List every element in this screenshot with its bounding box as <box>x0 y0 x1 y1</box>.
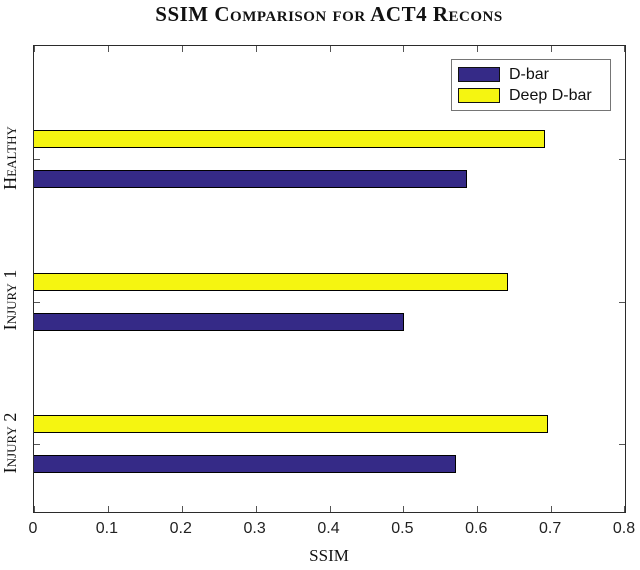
x-tick-mark <box>624 46 625 52</box>
plot-area <box>33 45 626 513</box>
legend-box: D-bar Deep D-bar <box>451 59 611 111</box>
x-tick-mark <box>34 506 35 512</box>
x-tick-mark <box>255 46 257 52</box>
x-tick-mark <box>477 506 479 512</box>
x-axis-label: SSIM <box>309 546 349 565</box>
bar-deep-d-bar-injury-2 <box>34 415 549 433</box>
x-tick-mark <box>551 46 553 52</box>
y-category-label-healthy: Healthy <box>0 126 20 190</box>
y-tick-mark <box>34 444 40 445</box>
x-tick-mark <box>107 506 109 512</box>
bar-d-bar-injury-1 <box>34 312 405 331</box>
y-category-label-injury-1: Injury 1 <box>0 269 20 331</box>
y-tick-mark <box>619 301 625 303</box>
chart-title: SSIM Comparison for ACT4 Recons <box>155 2 503 26</box>
legend-entry-d-bar: D-bar <box>458 65 604 85</box>
y-category-label-injury-2: Injury 2 <box>0 412 20 474</box>
x-tick-label: 0.6 <box>465 520 488 537</box>
x-tick-label: 0.1 <box>95 520 118 537</box>
bar-d-bar-healthy <box>34 170 468 188</box>
x-tick-label: 0 <box>28 520 38 537</box>
x-tick-mark <box>107 46 109 52</box>
x-tick-mark <box>329 506 331 512</box>
x-tick-label: 0.3 <box>243 520 266 537</box>
y-tick-mark <box>34 159 40 160</box>
legend-entry-deep-d-bar: Deep D-bar <box>458 86 604 106</box>
legend-swatch-deep-d-bar <box>458 88 500 103</box>
x-tick-mark <box>403 506 405 512</box>
legend-label-deep-d-bar: Deep D-bar <box>509 86 592 104</box>
bar-deep-d-bar-healthy <box>34 130 545 148</box>
x-tick-mark <box>551 506 553 512</box>
x-tick-mark <box>181 46 183 52</box>
x-tick-mark <box>329 46 331 52</box>
x-tick-mark <box>34 46 35 52</box>
x-tick-label: 0.5 <box>391 520 414 537</box>
legend-swatch-d-bar <box>458 67 500 82</box>
x-tick-mark <box>624 506 625 512</box>
y-tick-mark <box>34 301 40 303</box>
x-tick-mark <box>181 506 183 512</box>
x-tick-label: 0.2 <box>169 520 192 537</box>
legend-label-d-bar: D-bar <box>509 65 550 83</box>
y-tick-mark <box>619 159 625 160</box>
y-tick-mark <box>619 444 625 445</box>
x-tick-label: 0.7 <box>539 520 562 537</box>
bar-d-bar-injury-2 <box>34 455 457 473</box>
x-tick-label: 0.4 <box>317 520 340 537</box>
x-tick-label: 0.8 <box>612 520 636 537</box>
bar-deep-d-bar-injury-1 <box>34 272 508 291</box>
x-tick-mark <box>255 506 257 512</box>
x-tick-mark <box>403 46 405 52</box>
x-tick-mark <box>477 46 479 52</box>
